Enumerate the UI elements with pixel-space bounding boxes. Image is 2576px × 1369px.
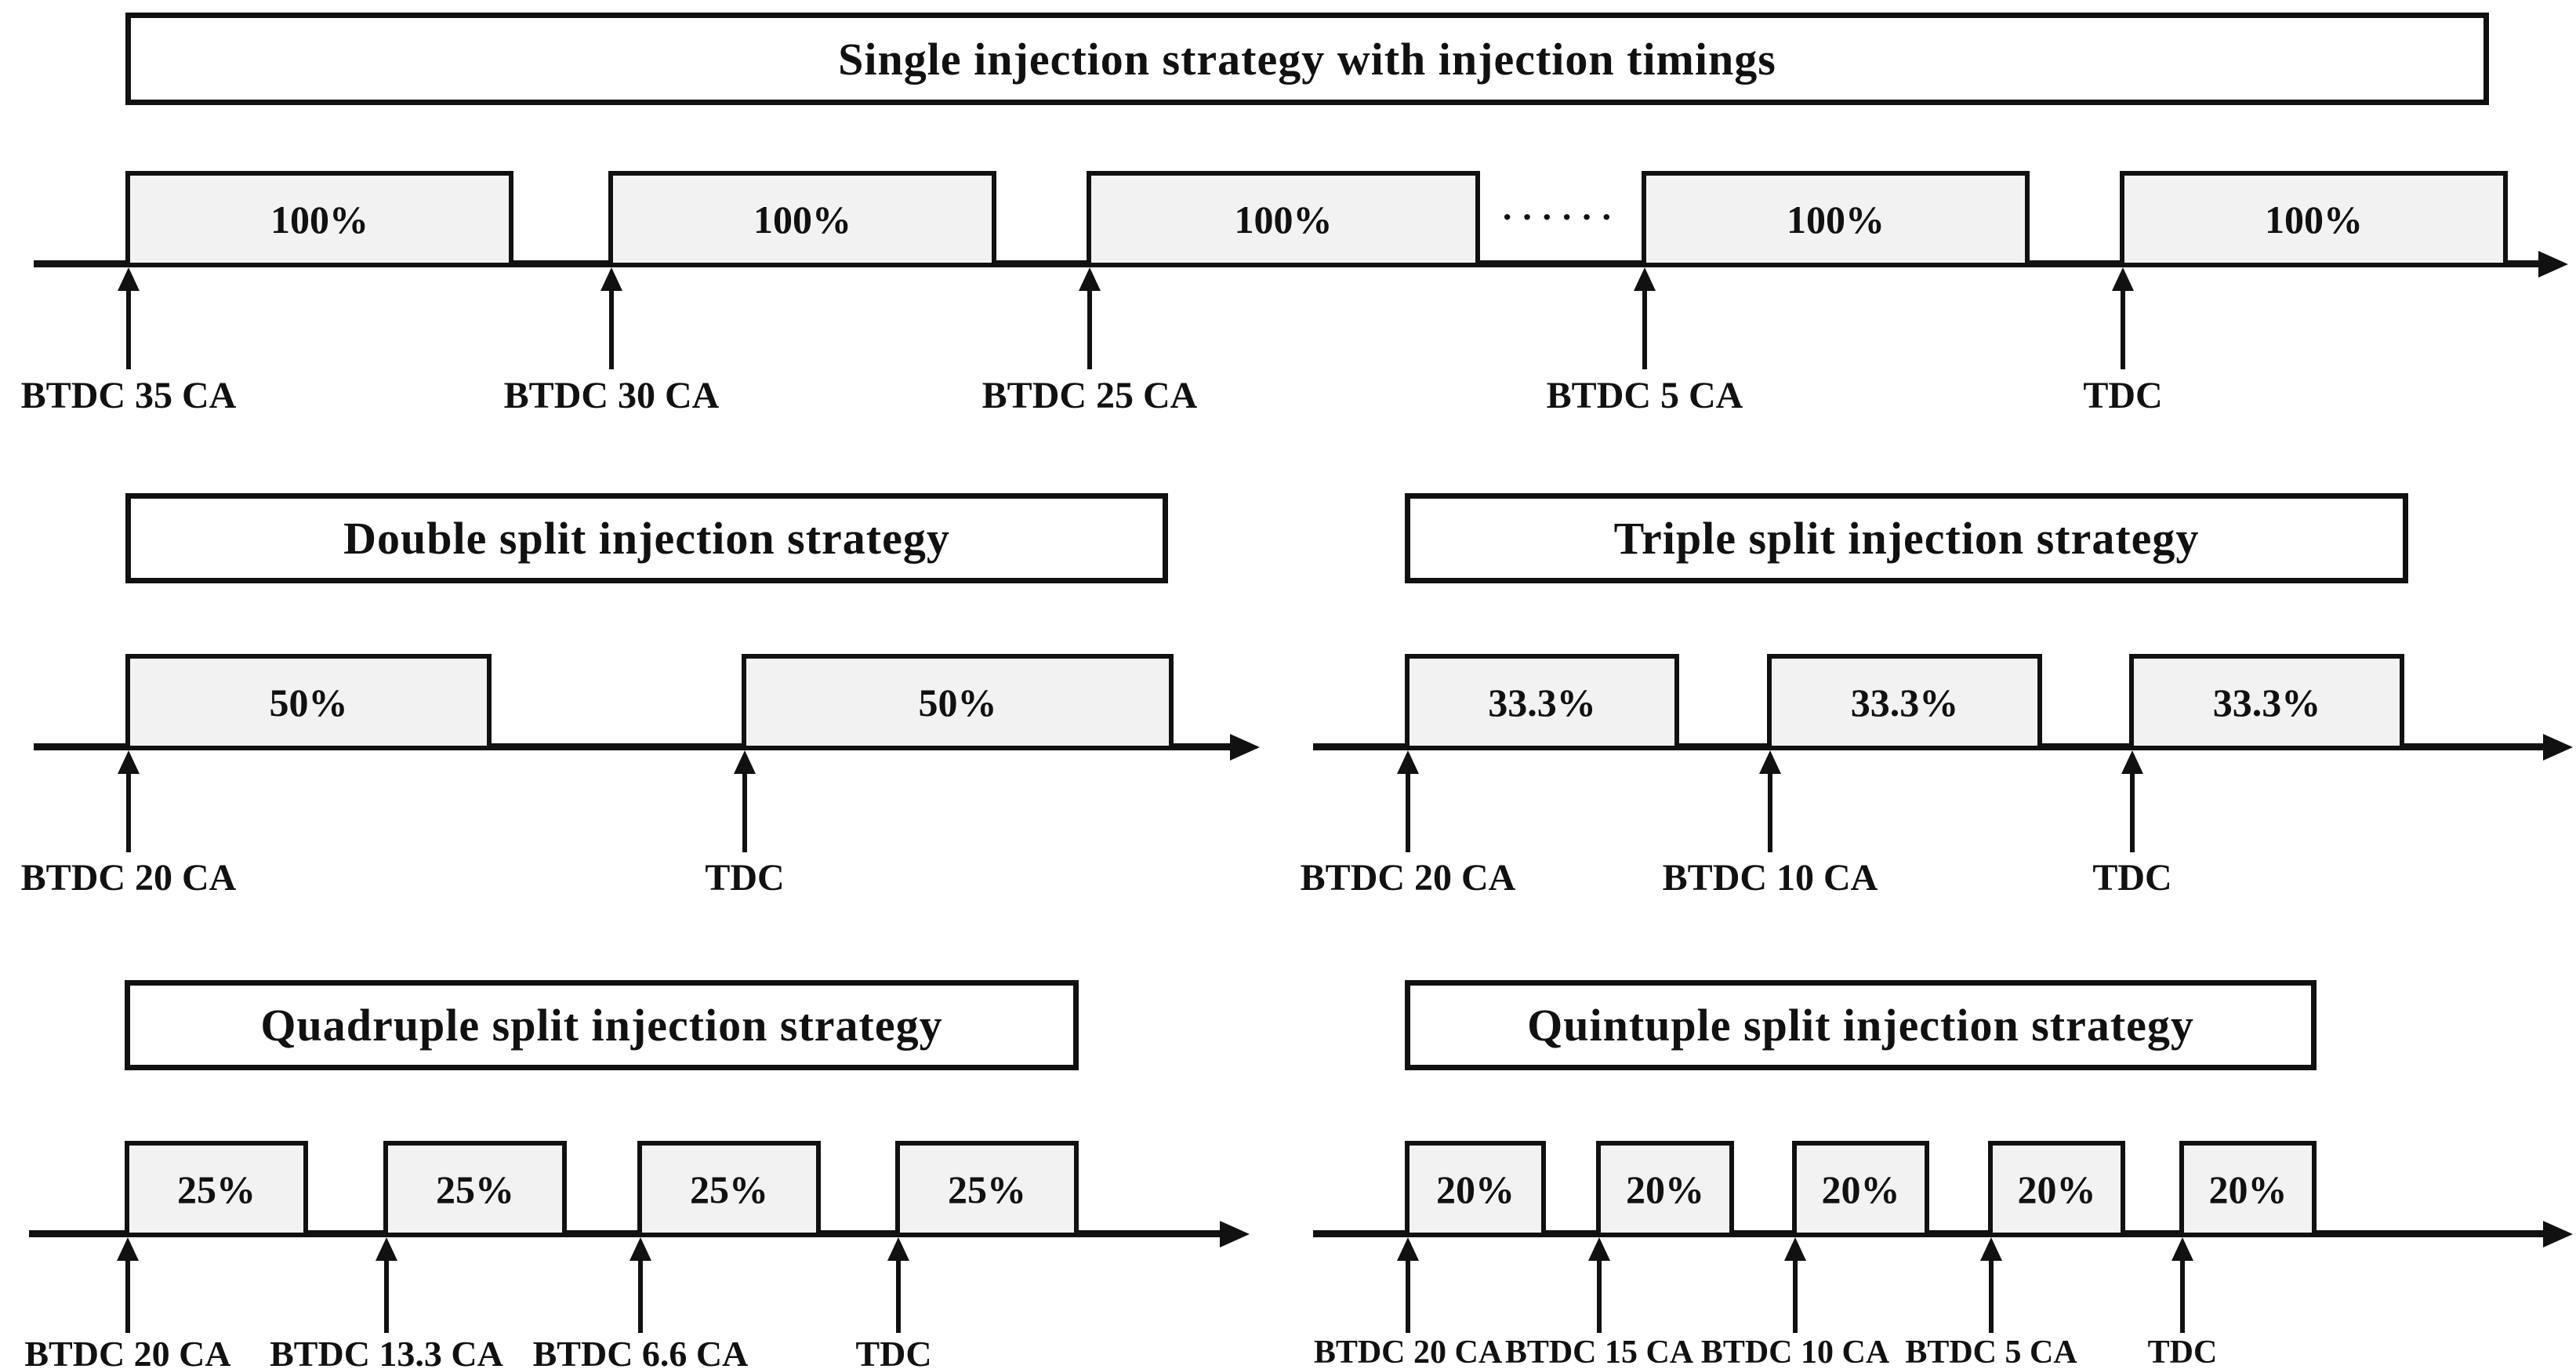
pulse-percent-label: 100%: [1234, 197, 1333, 241]
pulse-box: 25%: [637, 1141, 821, 1237]
pulse-percent-label: 100%: [1787, 197, 1885, 241]
panel-title-box: Quadruple split injection strategy: [125, 980, 1079, 1070]
timeline-arrowhead-icon: [2543, 1221, 2573, 1247]
timeline-axis: [29, 1230, 1221, 1237]
injection-timing-label: BTDC 15 CA: [1504, 1335, 1694, 1369]
injection-timing-label: BTDC 6.6 CA: [532, 1334, 749, 1369]
injection-timing-label: BTDC 5 CA: [1546, 375, 1743, 416]
pulse-box: 33.3%: [1405, 654, 1679, 750]
panel-title-text: Quadruple split injection strategy: [260, 1000, 943, 1051]
pulse-percent-label: 50%: [918, 680, 997, 724]
injection-timing-label: TDC: [2147, 1335, 2218, 1369]
pulse-box: 100%: [2120, 171, 2508, 267]
injection-timing-label: BTDC 10 CA: [1700, 1335, 1890, 1369]
pulse-box: 25%: [383, 1141, 567, 1237]
timeline-arrowhead-icon: [1220, 1221, 1250, 1247]
pulse-box: 33.3%: [1767, 654, 2042, 750]
timeline-arrowhead-icon: [1230, 734, 1260, 761]
panel-title-text: Triple split injection strategy: [1613, 513, 2200, 564]
continuation-dots: ······: [1500, 197, 1621, 237]
timeline-axis: [34, 743, 1232, 750]
pulse-box: 50%: [125, 654, 492, 750]
injection-timing-label: BTDC 20 CA: [1300, 857, 1516, 899]
pulse-percent-label: 50%: [269, 680, 348, 724]
pulse-percent-label: 33.3%: [1488, 680, 1596, 724]
injection-timing-label: TDC: [2092, 857, 2172, 899]
timeline-arrowhead-icon: [2538, 251, 2568, 278]
panel-title-box: Quintuple split injection strategy: [1405, 980, 2317, 1070]
panel-title-text: Quintuple split injection strategy: [1527, 1000, 2194, 1051]
pulse-percent-label: 25%: [948, 1167, 1026, 1211]
pulse-box: 20%: [2179, 1141, 2317, 1237]
panel-title-box: Single injection strategy with injection…: [125, 13, 2489, 105]
pulse-percent-label: 100%: [270, 197, 368, 241]
pulse-box: 100%: [125, 171, 513, 267]
panel-title-box: Double split injection strategy: [125, 493, 1168, 583]
pulse-box: 33.3%: [2129, 654, 2404, 750]
pulse-percent-label: 25%: [436, 1167, 514, 1211]
injection-timing-label: BTDC 5 CA: [1905, 1335, 2077, 1369]
pulse-box: 20%: [1988, 1141, 2125, 1237]
pulse-box: 25%: [895, 1141, 1079, 1237]
pulse-percent-label: 20%: [1436, 1167, 1515, 1211]
pulse-percent-label: 20%: [1821, 1167, 1900, 1211]
injection-timing-label: BTDC 20 CA: [24, 1334, 231, 1369]
pulse-percent-label: 33.3%: [2212, 680, 2321, 724]
injection-timing-label: BTDC 20 CA: [1313, 1335, 1503, 1369]
panel-title-box: Triple split injection strategy: [1405, 493, 2408, 583]
pulse-percent-label: 25%: [690, 1167, 768, 1211]
pulse-box: 100%: [608, 171, 996, 267]
injection-timing-label: BTDC 30 CA: [503, 375, 720, 416]
pulse-percent-label: 20%: [2208, 1167, 2288, 1211]
panel-title-text: Single injection strategy with injection…: [838, 33, 1776, 85]
pulse-box: 100%: [1087, 171, 1480, 267]
pulse-box: 20%: [1596, 1141, 1734, 1237]
injection-timing-label: BTDC 35 CA: [20, 375, 237, 416]
pulse-box: 100%: [1642, 171, 2030, 267]
pulse-percent-label: 33.3%: [1850, 680, 1959, 724]
pulse-percent-label: 20%: [2017, 1167, 2096, 1211]
panel-title-text: Double split injection strategy: [343, 513, 950, 564]
pulse-box: 50%: [742, 654, 1174, 750]
pulse-box: 20%: [1792, 1141, 1929, 1237]
injection-timing-label: BTDC 25 CA: [981, 375, 1198, 416]
injection-timing-label: BTDC 10 CA: [1662, 857, 1878, 899]
pulse-percent-label: 20%: [1626, 1167, 1704, 1211]
injection-timing-label: TDC: [2083, 375, 2163, 416]
pulse-percent-label: 100%: [753, 197, 851, 241]
pulse-percent-label: 25%: [177, 1167, 256, 1211]
pulse-box: 25%: [125, 1141, 308, 1237]
timeline-arrowhead-icon: [2543, 734, 2573, 761]
pulse-percent-label: 100%: [2265, 197, 2363, 241]
pulse-box: 20%: [1405, 1141, 1546, 1237]
injection-timing-label: TDC: [855, 1334, 932, 1369]
injection-timing-label: TDC: [705, 857, 785, 899]
injection-timing-label: BTDC 20 CA: [20, 857, 237, 899]
injection-timing-label: BTDC 13.3 CA: [270, 1334, 503, 1369]
